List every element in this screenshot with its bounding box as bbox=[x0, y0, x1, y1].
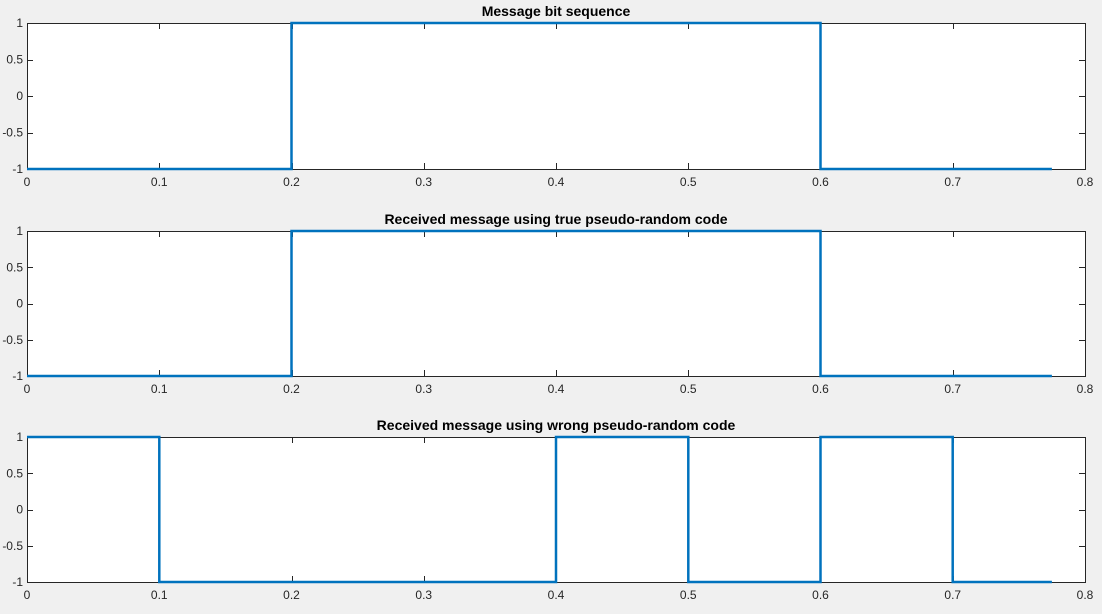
x-tick-label: 0.7 bbox=[944, 175, 961, 189]
y-tick-label: -1 bbox=[12, 162, 23, 176]
y-tick-label: -0.5 bbox=[2, 126, 23, 140]
chart-title: Received message using wrong pseudo-rand… bbox=[377, 417, 736, 433]
series-line bbox=[27, 435, 1052, 584]
chart-title: Received message using true pseudo-rando… bbox=[384, 211, 727, 227]
x-tick-label: 0.5 bbox=[680, 588, 697, 602]
x-tick-label: 0.3 bbox=[415, 175, 432, 189]
series-line bbox=[27, 229, 1052, 378]
x-tick-label: 0.1 bbox=[151, 588, 168, 602]
y-tick-label: -0.5 bbox=[2, 333, 23, 347]
y-tick-label: 0.5 bbox=[6, 260, 23, 274]
y-tick-label: -1 bbox=[12, 575, 23, 589]
x-tick-label: 0.7 bbox=[944, 588, 961, 602]
x-tick-label: 0.5 bbox=[680, 382, 697, 396]
x-tick-label: 0.4 bbox=[548, 382, 565, 396]
plot-area bbox=[27, 23, 1086, 170]
y-tick-label: 1 bbox=[16, 224, 23, 238]
series-line bbox=[27, 21, 1052, 171]
x-tick-label: 0 bbox=[24, 175, 31, 189]
x-tick-label: 0.6 bbox=[812, 382, 829, 396]
plot-area bbox=[27, 231, 1086, 377]
axes-3: 0 0.1 0.2 0.3 0.4 0.5 0.6 0.7 0.8 -1 -0.5 0 0.5 1 Rece… bbox=[2, 417, 1093, 602]
x-tick-label: 0.8 bbox=[1077, 588, 1094, 602]
x-tick-label: 0.2 bbox=[283, 588, 300, 602]
x-tick-label: 0.8 bbox=[1077, 175, 1094, 189]
axes-1: 0 0.1 0.2 0.3 0.4 0.5 0.6 0.7 0.8 -1 -0.5 0 0.5 1 Mess… bbox=[2, 3, 1093, 189]
x-tick-label: 0.4 bbox=[548, 175, 565, 189]
x-tick-label: 0.4 bbox=[548, 588, 565, 602]
x-tick-label: 0 bbox=[24, 588, 31, 602]
y-tick-label: 0 bbox=[16, 503, 23, 517]
y-tick-label: 0.5 bbox=[6, 53, 23, 67]
x-tick-label: 0.7 bbox=[944, 382, 961, 396]
x-tick-label: 0.6 bbox=[812, 588, 829, 602]
chart-title: Message bit sequence bbox=[482, 3, 631, 19]
axes-2: 0 0.1 0.2 0.3 0.4 0.5 0.6 0.7 0.8 -1 -0.5 0 0.5 1 Rece… bbox=[2, 211, 1093, 396]
x-tick-label: 0.2 bbox=[283, 382, 300, 396]
y-tick-label: 1 bbox=[16, 430, 23, 444]
x-tick-label: 0.6 bbox=[812, 175, 829, 189]
y-tick-label: 0 bbox=[16, 297, 23, 311]
x-tick-label: 0.1 bbox=[151, 382, 168, 396]
x-tick-label: 0.5 bbox=[680, 175, 697, 189]
x-tick-label: 0.3 bbox=[415, 382, 432, 396]
x-tick-label: 0.2 bbox=[283, 175, 300, 189]
y-tick-label: -1 bbox=[12, 369, 23, 383]
y-tick-label: 0.5 bbox=[6, 466, 23, 480]
x-tick-label: 0.1 bbox=[151, 175, 168, 189]
x-tick-label: 0.8 bbox=[1077, 382, 1094, 396]
x-tick-label: 0.3 bbox=[415, 588, 432, 602]
y-tick-label: 1 bbox=[16, 16, 23, 30]
y-tick-label: -0.5 bbox=[2, 539, 23, 553]
y-tick-label: 0 bbox=[16, 89, 23, 103]
x-tick-label: 0 bbox=[24, 382, 31, 396]
